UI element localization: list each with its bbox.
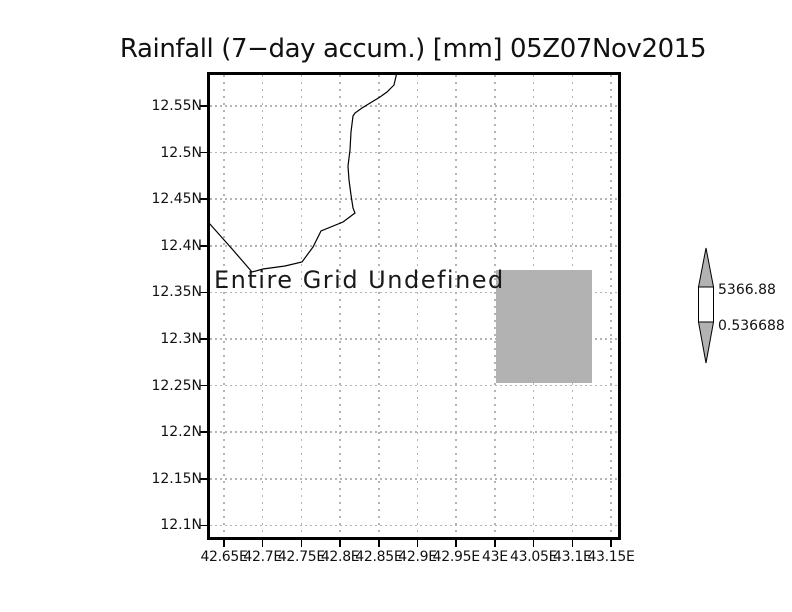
x-axis-tick (610, 540, 612, 547)
x-axis-tick (300, 540, 303, 547)
y-tick-label: 12.45N (151, 191, 202, 208)
x-tick-label: 42.95E (432, 549, 480, 565)
y-tick-label: 12.2N (160, 424, 202, 441)
y-tick-label: 12.3N (160, 331, 202, 347)
shaded-data-region (496, 270, 592, 383)
x-axis-tick (494, 540, 496, 547)
x-axis-tick (223, 540, 225, 547)
x-tick-label: 43.1E (553, 549, 592, 565)
x-axis-tick (378, 540, 380, 547)
x-axis-tick (416, 540, 419, 547)
colorbar-band (698, 286, 714, 323)
x-axis-tick (339, 540, 341, 547)
x-tick-label: 42.9E (398, 549, 437, 565)
y-tick-label: 12.1N (160, 517, 202, 534)
colorbar (697, 247, 715, 364)
y-tick-label: 12.15N (151, 470, 202, 487)
x-tick-label: 42.75E (277, 549, 325, 565)
grid-undefined-status-text: Entire Grid Undefined (214, 266, 505, 294)
x-axis-tick (532, 540, 535, 547)
x-axis-tick (571, 540, 574, 547)
colorbar-upper-triangle (697, 247, 715, 288)
colorbar-lower-triangle (697, 321, 715, 364)
plot-title: Rainfall (7−day accum.) [mm] 05Z07Nov201… (119, 34, 707, 64)
x-tick-label: 43E (482, 549, 508, 565)
x-axis-tick (455, 540, 457, 547)
y-tick-label: 12.35N (151, 284, 202, 301)
colorbar-max-label: 5366.88 (718, 282, 776, 298)
x-tick-label: 42.8E (320, 549, 360, 565)
x-tick-label: 42.7E (243, 549, 282, 565)
x-tick-label: 43.15E (587, 549, 635, 565)
y-tick-label: 12.55N (151, 98, 202, 114)
y-tick-label: 12.25N (151, 377, 202, 394)
y-tick-label: 12.5N (160, 144, 202, 161)
colorbar-min-label: 0.536688 (718, 318, 785, 334)
plot-frame (207, 72, 621, 540)
x-tick-label: 42.65E (200, 549, 248, 565)
y-tick-label: 12.4N (160, 237, 202, 254)
x-axis-tick (261, 540, 264, 547)
x-tick-label: 42.85E (355, 549, 403, 565)
x-tick-label: 43.05E (510, 549, 558, 565)
